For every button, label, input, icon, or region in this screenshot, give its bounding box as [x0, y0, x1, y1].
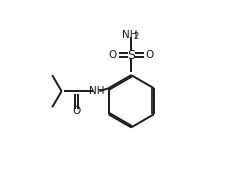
- Text: 2: 2: [133, 32, 138, 41]
- Text: O: O: [145, 50, 153, 60]
- Text: O: O: [108, 50, 116, 60]
- Text: NH: NH: [88, 86, 104, 96]
- Text: O: O: [72, 106, 80, 116]
- Text: NH: NH: [122, 30, 137, 40]
- Text: S: S: [127, 49, 135, 62]
